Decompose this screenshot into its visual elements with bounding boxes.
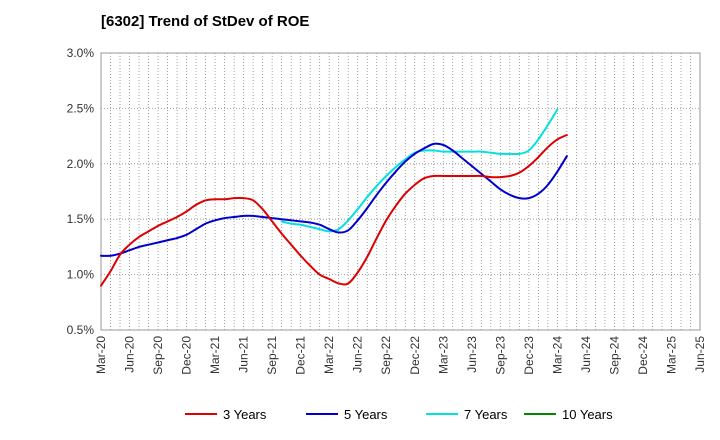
x-tick-label: Mar-25 [664,336,678,374]
series-line-7-years [280,108,559,233]
x-tick-label: Jun-25 [693,336,707,373]
x-tick-label: Jun-20 [123,336,137,373]
x-tick-label: Jun-24 [579,336,593,373]
x-tick-label: Mar-24 [550,336,564,374]
y-tick-label: 1.0% [67,268,95,282]
x-tick-label: Dec-22 [408,336,422,375]
series-line-5-years [100,142,568,257]
legend-label: 3 Years [223,407,267,422]
x-tick-label: Jun-22 [351,336,365,373]
x-tick-label: Mar-21 [208,336,222,374]
x-tick-label: Sep-24 [607,336,621,375]
x-tick-label: Dec-21 [294,336,308,375]
x-tick-label: Sep-23 [493,336,507,375]
x-tick-label: Dec-20 [180,336,194,375]
x-tick-label: Jun-23 [465,336,479,373]
legend: 3 Years 5 Years 7 Years 10 Years [185,407,613,422]
x-tick-label: Sep-20 [151,336,165,375]
chart-title: [6302] Trend of StDev of ROE [101,13,310,30]
series-layer [100,108,568,287]
x-tick-label: Mar-23 [436,336,450,374]
series-line-3-years [100,133,568,287]
legend-label: 7 Years [464,407,508,422]
y-tick-label: 1.5% [67,212,95,226]
x-tick-label: Mar-20 [94,336,108,374]
legend-label: 10 Years [562,407,613,422]
x-tick-label: Sep-21 [265,336,279,375]
y-tick-label: 0.5% [67,323,95,337]
legend-label: 5 Years [344,407,388,422]
x-tick-label: Mar-22 [322,336,336,374]
grid-layer [101,53,700,330]
x-axis-ticks: Mar-20 Jun-20 Sep-20 Dec-20 Mar-21 Jun-21 Sep-… [94,336,707,375]
x-tick-label: Sep-22 [379,336,393,375]
y-axis-ticks: 0.5% 1.0% 1.5% 2.0% 2.5% 3.0% [67,46,95,337]
x-tick-label: Dec-23 [522,336,536,375]
x-tick-label: Jun-21 [237,336,251,373]
y-tick-label: 2.5% [67,101,95,115]
y-tick-label: 3.0% [67,46,95,60]
plot-frame [100,52,701,331]
x-tick-label: Dec-24 [636,336,650,375]
y-tick-label: 2.0% [67,157,95,171]
